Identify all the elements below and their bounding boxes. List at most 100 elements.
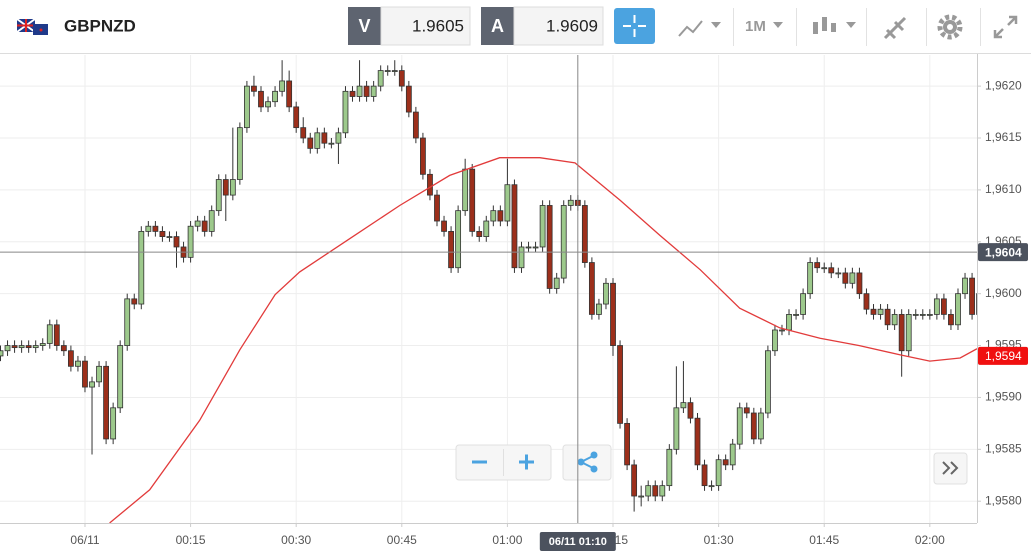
candle-body [187, 225, 194, 258]
candle-body [82, 360, 88, 388]
crosshair-x-badge [539, 532, 616, 551]
candle-body [405, 85, 412, 113]
candle-body [779, 329, 785, 332]
x-tick-label: 00:30 [281, 533, 311, 547]
candle-body [835, 272, 842, 275]
candle-body [377, 70, 384, 87]
candle-body [701, 464, 708, 487]
candle-body [919, 314, 926, 316]
candle-body [948, 314, 954, 326]
draw-tool-button[interactable] [883, 16, 907, 40]
candle-body [764, 350, 771, 414]
candle-body [638, 495, 645, 498]
y-tick-label: 1,9590 [985, 390, 1022, 404]
candle-body [420, 137, 426, 175]
candle-body [32, 345, 39, 349]
crosshair-x-label: 06/11 01:10 [549, 536, 607, 548]
candle-body [856, 272, 863, 295]
ask-box [513, 6, 604, 46]
candle-body [349, 90, 356, 97]
candle-body [814, 262, 821, 269]
candle-body [955, 293, 961, 326]
candle-body [736, 407, 743, 445]
candle-body [546, 205, 553, 289]
candle-body [194, 220, 201, 227]
candle-body [279, 80, 286, 92]
candle-body [293, 106, 300, 129]
candle-body [4, 345, 11, 352]
candle-body [581, 205, 588, 263]
candle-body [384, 70, 391, 72]
y-tick-label: 1,9600 [985, 286, 1022, 300]
zoom-in-button[interactable] [519, 454, 534, 470]
bid-label: V [358, 16, 370, 36]
symbol: GBPNZD [64, 16, 136, 35]
candle-body [898, 314, 905, 352]
candle-body [969, 277, 975, 315]
candle-body [286, 80, 293, 108]
candle-body [687, 402, 694, 419]
x-tick-label: 02:00 [915, 533, 945, 547]
candle-body [849, 272, 856, 284]
candle-body [483, 220, 490, 237]
candle-body [877, 308, 884, 315]
settings-button[interactable] [937, 14, 963, 40]
candle-body [469, 168, 476, 232]
share-button[interactable] [577, 451, 598, 473]
interval[interactable]: 1M [745, 18, 766, 35]
candle-body [370, 85, 377, 97]
bid-badge[interactable] [348, 7, 381, 45]
candle-body [39, 343, 46, 346]
candle-body [75, 360, 81, 367]
candle-body [553, 277, 560, 289]
candle-body [398, 70, 405, 87]
chart-type-button[interactable] [678, 20, 721, 37]
candle-body [870, 308, 877, 315]
candle-body [412, 111, 419, 139]
candle-body [884, 308, 891, 326]
candle-body [743, 407, 750, 414]
x-tick-label: 01:45 [809, 533, 839, 547]
candle-body [201, 220, 208, 232]
ask-badge[interactable] [481, 7, 514, 45]
candle-body [152, 225, 159, 232]
crosshair-button[interactable] [614, 8, 655, 44]
zoom-controls [455, 444, 968, 485]
candle-body [750, 412, 757, 440]
candle-body [173, 236, 180, 248]
candle-body [321, 132, 328, 144]
collapse-button[interactable] [993, 15, 1018, 39]
candle-body [772, 329, 778, 352]
candle-body [145, 225, 152, 232]
candle-body [807, 262, 814, 295]
candle-body [694, 417, 701, 466]
candle-body [215, 179, 222, 212]
candle-body [328, 142, 335, 145]
y-tick-label: 1,9610 [985, 182, 1022, 196]
scroll-end-button[interactable] [942, 461, 959, 475]
y-tick-label: 1,9580 [985, 493, 1022, 507]
candle-body [596, 303, 602, 315]
x-tick-label: 01:30 [704, 533, 734, 547]
candle-body [11, 345, 18, 349]
candle-body [539, 205, 546, 248]
x-tick-label: 01:00 [492, 533, 522, 547]
candle-body [67, 350, 74, 367]
candle-body [455, 210, 462, 269]
candle-body [60, 345, 67, 352]
candle-body [567, 199, 574, 206]
candle-body [722, 459, 729, 466]
candle-body [490, 210, 497, 222]
candle-body [708, 485, 715, 488]
plot [0, 60, 977, 523]
candle-body [251, 85, 257, 92]
candle-body [124, 298, 131, 346]
candle-style-button[interactable] [813, 17, 856, 34]
candle-body [427, 173, 433, 196]
candle-body [793, 314, 799, 316]
ask-label: A [491, 16, 504, 36]
candle-body [659, 485, 666, 497]
candle-body [800, 293, 807, 315]
candle-body [131, 298, 138, 305]
candle-body [363, 85, 370, 97]
